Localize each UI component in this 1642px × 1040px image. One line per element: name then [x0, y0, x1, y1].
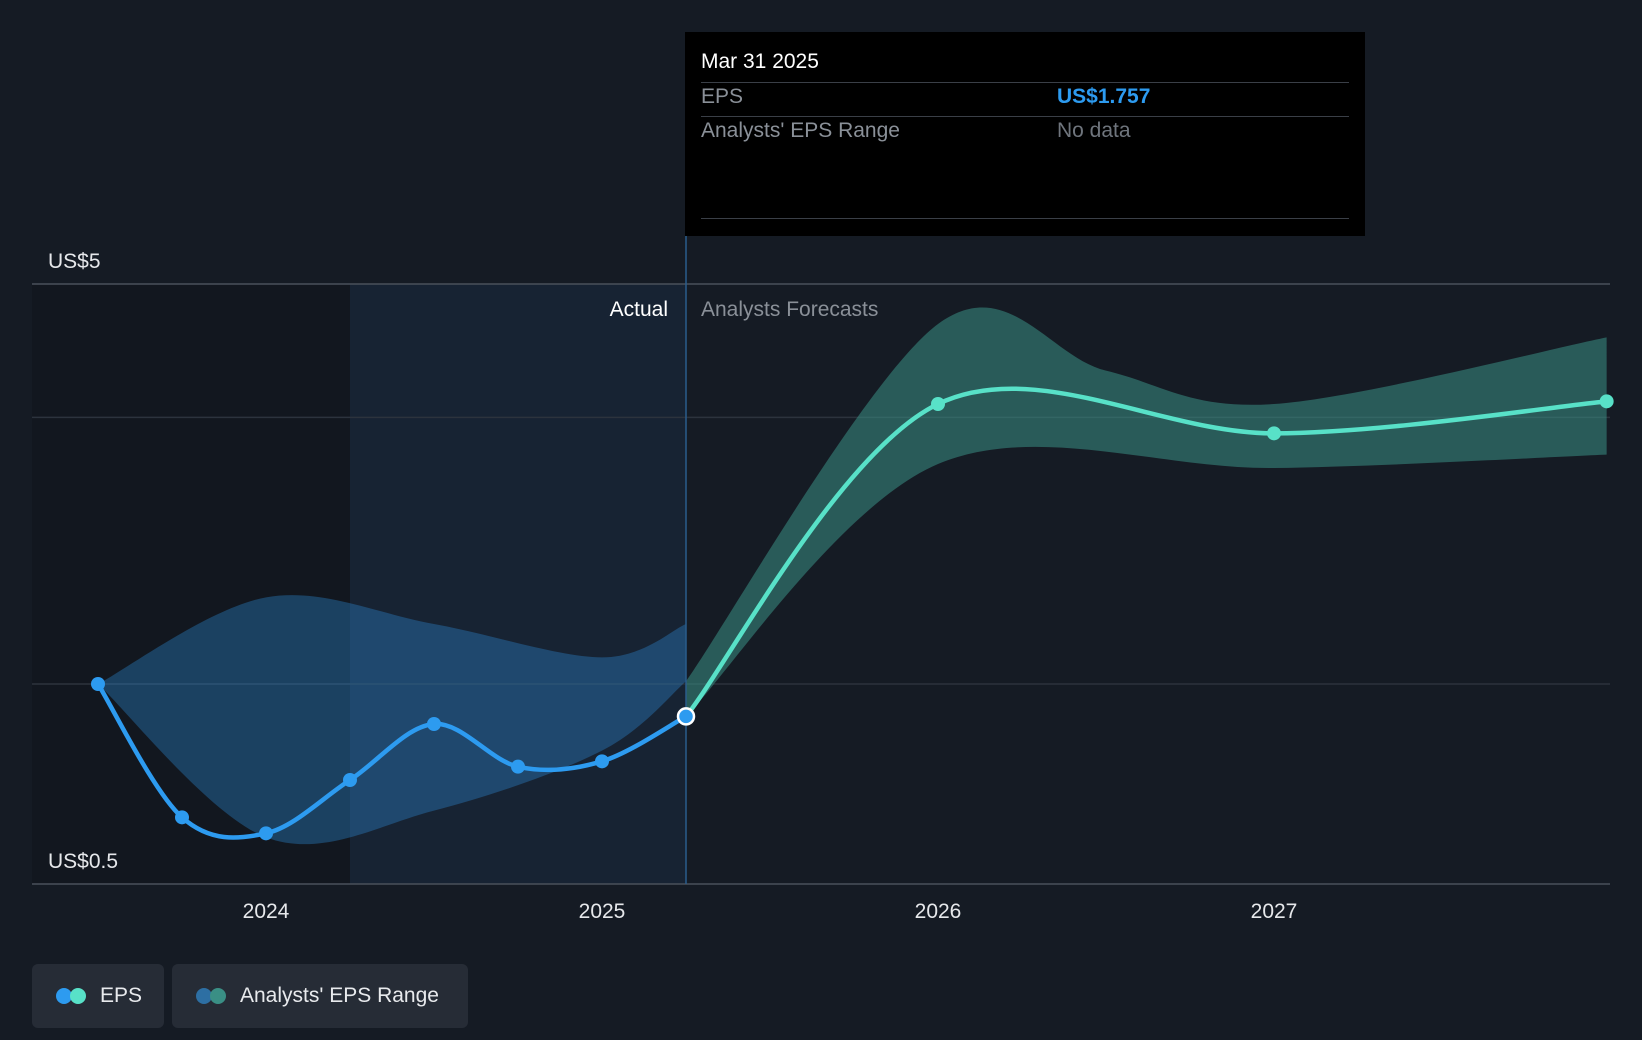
eps-data-point — [931, 397, 945, 411]
y-axis-max-label: US$5 — [48, 250, 101, 273]
eps-data-point — [175, 810, 189, 825]
x-axis-tick-label: 2026 — [915, 900, 962, 923]
eps-data-point — [1599, 394, 1614, 409]
eps-data-point — [91, 677, 105, 691]
tooltip-date: Mar 31 2025 — [701, 50, 819, 73]
eps-data-point — [511, 759, 525, 774]
forecast-section-label: Analysts Forecasts — [701, 298, 878, 321]
eps-forecast-line — [683, 386, 1609, 719]
legend-label: Analysts' EPS Range — [240, 984, 439, 1007]
tooltip-divider — [701, 116, 1349, 117]
tooltip-range-value: No data — [1057, 119, 1131, 142]
eps-data-point — [343, 773, 357, 787]
eps-data-point — [1267, 426, 1281, 441]
tooltip-eps-value: US$1.757 — [1057, 85, 1151, 108]
tooltip-divider — [701, 82, 1349, 83]
tooltip: Mar 31 2025 EPS US$1.757 Analysts' EPS R… — [685, 32, 1365, 236]
range-legend-icon — [196, 988, 226, 1004]
eps-data-point — [427, 717, 441, 731]
tooltip-range-label: Analysts' EPS Range — [701, 119, 900, 142]
actual-section-label: Actual — [610, 298, 668, 321]
tooltip-eps-label: EPS — [701, 85, 744, 108]
legend-label: EPS — [100, 984, 143, 1007]
forecast-eps-range-band — [686, 307, 1607, 717]
legend-item-eps[interactable]: EPS — [32, 964, 164, 1028]
x-axis-tick-label: 2025 — [579, 900, 626, 923]
legend-dot — [196, 988, 212, 1004]
x-axis-tick-label: 2024 — [243, 900, 290, 923]
legend-dot — [56, 988, 72, 1004]
tooltip-divider — [701, 218, 1349, 219]
eps-data-point — [595, 754, 609, 769]
past-highlight-band — [350, 284, 686, 884]
legend-item-range[interactable]: Analysts' EPS Range — [172, 964, 468, 1028]
past-shade — [32, 284, 350, 884]
x-axis-tick-label: 2027 — [1251, 900, 1298, 923]
legend-dot — [210, 988, 226, 1004]
eps-data-point — [259, 826, 273, 841]
eps-cursor-point — [676, 707, 696, 726]
y-axis-min-label: US$0.5 — [48, 850, 118, 873]
past-eps-range-band — [98, 595, 686, 845]
legend-dot — [70, 988, 86, 1004]
eps-legend-icon — [56, 988, 86, 1004]
